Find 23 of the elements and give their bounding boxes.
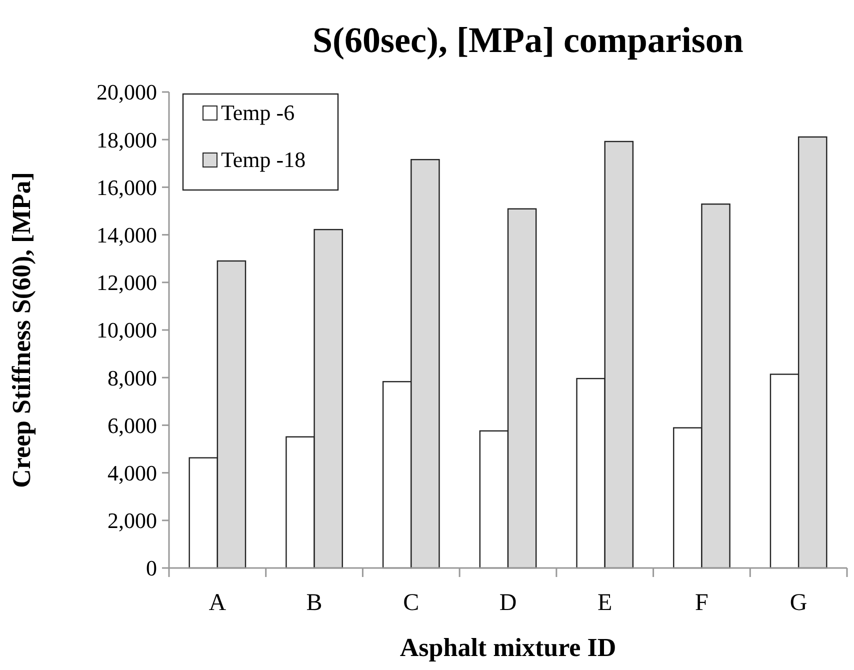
y-tick-label: 18,000: [96, 127, 157, 152]
x-tick-label: F: [695, 590, 708, 616]
x-tick-label: C: [403, 590, 420, 616]
legend-label: Temp -18: [221, 147, 306, 172]
y-tick-label: 20,000: [96, 80, 157, 105]
x-tick-label: G: [790, 590, 808, 616]
x-tick-label: D: [499, 590, 517, 616]
x-tick-label: B: [306, 590, 322, 616]
x-tick-label: E: [598, 590, 612, 616]
y-tick-label: 16,000: [96, 174, 157, 200]
y-tick-label: 6,000: [108, 412, 157, 438]
y-tick-label: 12,000: [96, 270, 157, 296]
x-tick-label: A: [208, 590, 227, 616]
y-tick-label: 8,000: [108, 365, 157, 390]
chart-title: S(60sec), [MPa] comparison: [312, 20, 744, 60]
legend-label: Temp -6: [221, 100, 295, 125]
y-tick-label: 14,000: [96, 222, 157, 248]
y-tick-label: 10,000: [96, 318, 157, 343]
y-axis-title: Creep Stiffness S(60), [MPa]: [7, 172, 36, 488]
y-tick-label: 2,000: [108, 508, 157, 534]
x-axis-title: Asphalt mixture ID: [400, 633, 616, 662]
y-tick-label: 4,000: [108, 460, 157, 486]
y-tick-label: 0: [146, 556, 157, 581]
